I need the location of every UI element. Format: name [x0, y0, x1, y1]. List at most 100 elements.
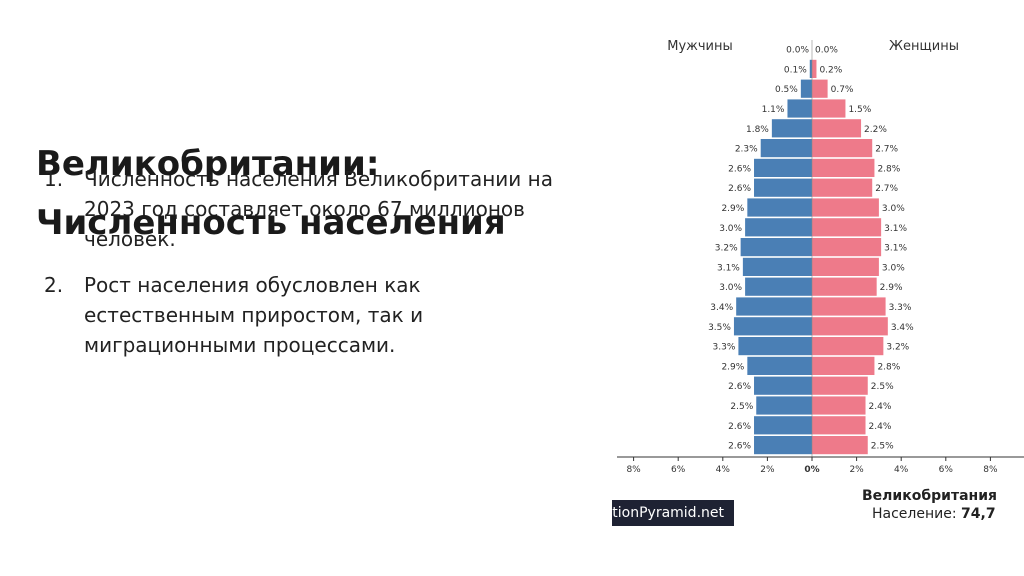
data-label-female: 2.5%	[871, 382, 894, 392]
data-label-female: 2.5%	[871, 442, 894, 452]
list-item: 1. Численность населения Великобритании …	[44, 164, 554, 254]
list-item-text: Рост населения обусловлен как естественн…	[84, 273, 424, 357]
data-label-female: 2.7%	[875, 145, 898, 155]
data-label-male: 3.5%	[708, 323, 731, 333]
bar-male	[742, 257, 812, 276]
data-label-male: 2.9%	[721, 362, 744, 372]
data-label-female: 0.0%	[815, 46, 838, 56]
data-label-female: 2.9%	[880, 283, 903, 293]
data-label-female: 2.8%	[877, 362, 900, 372]
data-label-male: 2.6%	[728, 184, 751, 194]
data-label-female: 1.5%	[848, 105, 871, 115]
x-tick-label: 6%	[671, 465, 686, 475]
bar-female	[812, 99, 846, 118]
population-info: Население: 74,7	[872, 506, 996, 522]
bar-female	[812, 436, 868, 455]
list-item-number: 1.	[44, 167, 64, 191]
data-label-male: 2.3%	[735, 145, 758, 155]
brand-box[interactable]: PopulationPyramid.net	[612, 500, 734, 526]
x-tick-label: 8%	[626, 465, 641, 475]
bar-male	[754, 178, 812, 197]
bar-female	[812, 337, 884, 356]
bar-male	[738, 337, 812, 356]
data-label-male: 3.0%	[719, 283, 742, 293]
data-label-male: 2.6%	[728, 422, 751, 432]
data-label-male: 2.5%	[730, 402, 753, 412]
slide-text-area: Великобритании: 1. Численность населения…	[36, 144, 554, 360]
bar-male	[747, 356, 812, 375]
slide-title-line-2: Численность населения	[36, 203, 506, 243]
pyramid-chart-svg: Мужчины Женщины 0.0% 0.0% 0.1% 0.2% 0.5% 0.7% 1.…	[617, 39, 1024, 475]
bar-female	[812, 396, 866, 415]
slide-title-line-1: Великобритании:	[36, 144, 380, 184]
bar-female	[812, 198, 879, 217]
list-item: 2. Рост населения обусловлен как естеств…	[44, 270, 554, 360]
data-label-female: 2.4%	[869, 422, 892, 432]
x-tick-label: 2%	[760, 465, 775, 475]
legend-right: Женщины	[889, 39, 959, 54]
x-tick-label: 0%	[804, 465, 819, 475]
population-value: 74,7	[961, 506, 996, 522]
bar-male	[733, 317, 812, 336]
data-label-male: 0.0%	[786, 46, 809, 56]
bar-female	[812, 139, 873, 158]
data-label-male: 2.6%	[728, 164, 751, 174]
bar-male	[740, 238, 812, 257]
bar-male	[754, 376, 812, 395]
bar-male	[754, 416, 812, 435]
bar-male	[754, 436, 812, 455]
bar-female	[812, 218, 882, 237]
bar-male	[747, 198, 812, 217]
data-label-male: 2.9%	[721, 204, 744, 214]
bar-female	[812, 297, 886, 316]
bar-male	[756, 396, 812, 415]
data-label-female: 3.4%	[891, 323, 914, 333]
data-label-female: 0.2%	[819, 65, 842, 75]
data-label-female: 3.0%	[882, 204, 905, 214]
data-label-female: 3.2%	[886, 343, 909, 353]
bar-female	[812, 277, 877, 296]
population-pyramid: Мужчины Женщины 0.0% 0.0% 0.1% 0.2% 0.5% 0.7% 1.…	[612, 0, 1024, 576]
list-item-number: 2.	[44, 273, 64, 297]
data-label-female: 2.7%	[875, 184, 898, 194]
data-label-female: 0.7%	[831, 85, 854, 95]
brand-name[interactable]: PopulationPyramid.net	[612, 505, 724, 521]
data-label-male: 3.4%	[710, 303, 733, 313]
bar-male	[771, 119, 812, 138]
bar-female	[812, 59, 817, 78]
data-label-female: 3.0%	[882, 263, 905, 273]
bar-male	[754, 158, 812, 177]
data-label-male: 0.5%	[775, 85, 798, 95]
bar-female	[812, 356, 875, 375]
bar-male	[809, 59, 812, 78]
bar-female	[812, 376, 868, 395]
bullet-list: 1. Численность населения Великобритании …	[44, 164, 554, 360]
x-tick-label: 6%	[939, 465, 954, 475]
list-item-text: Численность населения Великобритании на …	[84, 167, 553, 251]
data-label-male: 0.1%	[784, 65, 807, 75]
bar-female	[812, 317, 888, 336]
data-label-female: 2.2%	[864, 125, 887, 135]
bar-female	[812, 79, 828, 98]
data-label-male: 1.8%	[746, 125, 769, 135]
bar-male	[787, 99, 812, 118]
population-label: Население:	[872, 506, 957, 522]
bar-female	[812, 119, 862, 138]
bar-female	[812, 416, 866, 435]
data-label-male: 1.1%	[762, 105, 785, 115]
data-label-male: 2.6%	[728, 382, 751, 392]
data-label-male: 3.2%	[715, 244, 738, 254]
x-tick-label: 8%	[983, 465, 998, 475]
bar-female	[812, 257, 879, 276]
bar-female	[812, 158, 875, 177]
data-label-male: 2.6%	[728, 442, 751, 452]
data-label-female: 3.1%	[884, 244, 907, 254]
bar-male	[745, 277, 812, 296]
data-label-male: 3.0%	[719, 224, 742, 234]
bar-male	[800, 79, 812, 98]
x-tick-label: 4%	[716, 465, 731, 475]
data-label-female: 3.3%	[889, 303, 912, 313]
data-label-female: 2.4%	[869, 402, 892, 412]
bar-female	[812, 238, 882, 257]
data-label-female: 2.8%	[877, 164, 900, 174]
